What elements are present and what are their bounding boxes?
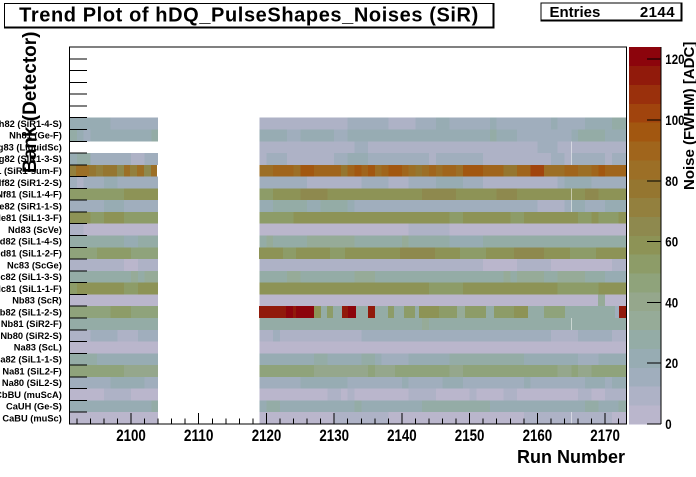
svg-text:80: 80 [665,173,678,189]
svg-text:Bank (Detector): Bank (Detector) [20,32,41,173]
svg-text:CaBU (muSc): CaBU (muSc) [2,413,61,423]
svg-text:Nh82 (SiR1-4-S): Nh82 (SiR1-4-S) [0,119,62,129]
svg-text:Na83 (ScL): Na83 (ScL) [14,343,62,353]
svg-text:Entries: Entries [550,4,601,21]
svg-text:2170: 2170 [590,426,620,445]
svg-text:Nf82 (SiR1-2-S): Nf82 (SiR1-2-S) [0,178,62,188]
svg-text:2130: 2130 [319,426,349,445]
svg-text:60: 60 [665,234,678,250]
svg-text:Nb80 (SiR2-S): Nb80 (SiR2-S) [0,331,61,341]
svg-text:Nb82 (SiL1-2-S): Nb82 (SiL1-2-S) [0,307,62,317]
svg-text:2150: 2150 [455,426,485,445]
svg-text:Nf81 (SiL1-4-F): Nf81 (SiL1-4-F) [0,190,62,200]
svg-text:Ng81 (SiR1-sum-F): Ng81 (SiR1-sum-F) [0,166,62,176]
svg-text:Nc82 (SiL1-3-S): Nc82 (SiL1-3-S) [0,272,62,282]
svg-text:Na81 (SiL2-F): Na81 (SiL2-F) [2,366,61,376]
svg-text:Nc81 (SiL1-1-F): Nc81 (SiL1-1-F) [0,284,62,294]
svg-text:Nb83 (ScR): Nb83 (ScR) [12,296,62,306]
svg-text:2120: 2120 [252,426,282,445]
svg-text:100: 100 [665,112,684,128]
svg-text:Nd82 (SiL1-4-S): Nd82 (SiL1-4-S) [0,237,62,247]
svg-text:Na82 (SiL1-1-S): Na82 (SiL1-1-S) [0,355,62,365]
svg-text:Ne81 (SiL1-3-F): Ne81 (SiL1-3-F) [0,213,62,223]
svg-text:CaUH (Ge-S): CaUH (Ge-S) [6,402,62,412]
svg-text:Na80 (SiL2-S): Na80 (SiL2-S) [2,378,62,388]
svg-text:CbBU (muScA): CbBU (muScA) [0,390,62,400]
svg-text:Noise (FWHM) [ADC]: Noise (FWHM) [ADC] [681,42,696,190]
svg-text:20: 20 [665,355,678,371]
svg-text:Ne82 (SiR1-1-S): Ne82 (SiR1-1-S) [0,201,62,211]
svg-text:Nh81 (Ge-F): Nh81 (Ge-F) [9,131,62,141]
svg-text:Nc83 (ScGe): Nc83 (ScGe) [7,260,62,270]
svg-text:2160: 2160 [523,426,553,445]
svg-text:Nd81 (SiL1-2-F): Nd81 (SiL1-2-F) [0,248,62,258]
svg-text:Nb81 (SiR2-F): Nb81 (SiR2-F) [1,319,62,329]
svg-text:2110: 2110 [184,426,214,445]
svg-text:40: 40 [665,294,678,310]
svg-text:2140: 2140 [387,426,417,445]
svg-text:Trend Plot of hDQ_PulseShapes_: Trend Plot of hDQ_PulseShapes_Noises (Si… [19,4,479,26]
svg-text:2144: 2144 [640,4,675,21]
svg-text:2100: 2100 [116,426,146,445]
svg-text:Ng82 (SiR1-3-S): Ng82 (SiR1-3-S) [0,154,62,164]
svg-text:Nd83 (ScVe): Nd83 (ScVe) [8,225,62,235]
svg-text:Ng83 (LiquidSc): Ng83 (LiquidSc) [0,142,62,152]
svg-text:Run Number: Run Number [517,447,625,467]
svg-text:120: 120 [665,51,684,67]
svg-text:0: 0 [665,416,672,432]
